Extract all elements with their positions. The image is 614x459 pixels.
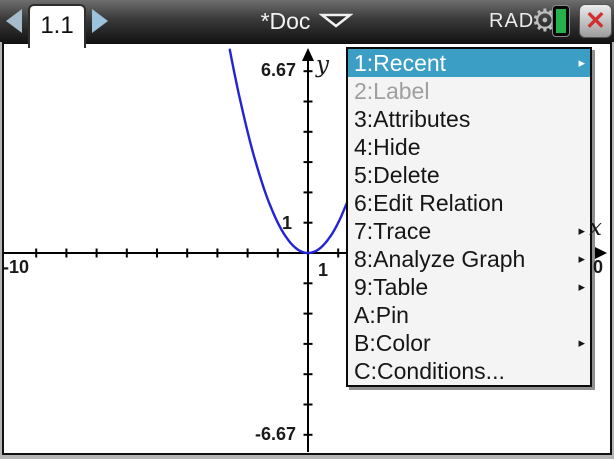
submenu-arrow-icon: ▸ (578, 279, 585, 294)
top-bar: *Doc RAD ⚙ ✕ (0, 0, 614, 42)
menu-item[interactable]: 4:Hide (354, 134, 421, 160)
menu-item[interactable]: 6:Edit Relation (354, 190, 504, 216)
doc-dropdown-icon[interactable] (318, 13, 355, 34)
menu-item[interactable]: C:Conditions... (354, 358, 505, 384)
angle-mode-indicator: RAD (489, 10, 535, 32)
next-page-icon[interactable] (92, 9, 108, 33)
menu-item[interactable]: 3:Attributes (354, 106, 471, 132)
menu-item[interactable]: 8:Analyze Graph ▸ (354, 246, 585, 272)
y-min-label: -6.67 (254, 424, 296, 444)
context-menu: 1:Recent ▸ 2:Label 3:Attributes 4:Hide 5:Dele… (346, 47, 592, 387)
page-tab[interactable]: 1.1 (28, 4, 86, 48)
y-axis-name: y (316, 52, 329, 78)
previous-page-icon[interactable] (6, 9, 22, 33)
y-max-label: 6.67 (260, 60, 296, 80)
submenu-arrow-icon: ▸ (578, 223, 585, 238)
submenu-arrow-icon: ▸ (578, 55, 585, 70)
menu-item[interactable]: B:Color ▸ (354, 330, 585, 356)
close-icon[interactable]: ✕ (579, 4, 612, 38)
menu-item[interactable]: 1:Recent ▸ (348, 49, 590, 77)
menu-item[interactable]: 9:Table ▸ (354, 274, 585, 300)
x-min-label: -10 (3, 257, 30, 277)
battery-icon (553, 6, 569, 36)
menu-item[interactable]: A:Pin (354, 302, 409, 328)
menu-item[interactable]: 5:Delete (354, 162, 440, 188)
menu-item: 2:Label (354, 78, 430, 104)
x-unit-label: 1 (318, 260, 329, 280)
submenu-arrow-icon: ▸ (578, 335, 585, 350)
document-title[interactable]: *Doc (260, 7, 311, 34)
submenu-arrow-icon: ▸ (578, 251, 585, 266)
menu-item[interactable]: 7:Trace ▸ (354, 218, 585, 244)
x-axis-name: x (589, 215, 602, 241)
y-unit-label: 1 (281, 213, 292, 233)
x-max-label: 0 (593, 257, 604, 277)
